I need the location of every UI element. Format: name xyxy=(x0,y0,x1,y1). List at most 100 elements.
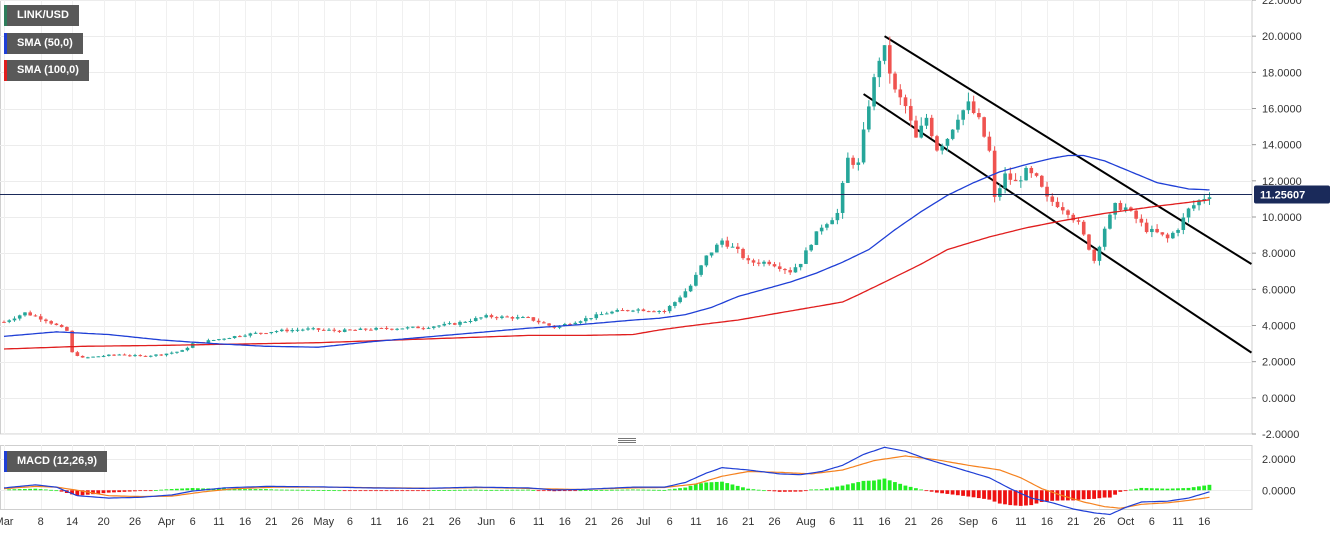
candle-body xyxy=(1060,207,1065,211)
candle-body xyxy=(688,285,693,292)
candle-body xyxy=(987,136,992,151)
macd-hist-bar xyxy=(106,490,111,493)
candlesticks xyxy=(2,36,1212,359)
price-tick-label: 4.0000 xyxy=(1262,321,1296,333)
macd-hist-bar xyxy=(442,490,447,491)
candle-body xyxy=(887,45,892,74)
candle-body xyxy=(133,355,137,357)
candle-body xyxy=(940,145,945,151)
candle-body xyxy=(505,316,509,318)
candle-body xyxy=(358,328,363,330)
candle-body xyxy=(793,267,798,273)
time-tick-label: 26 xyxy=(768,516,780,528)
price-axis[interactable]: 22.0000 20.0000 18.0000 16.0000 14.0000 12.00… xyxy=(1252,0,1302,441)
macd-hist-bar xyxy=(426,490,431,492)
macd-hist-bar xyxy=(143,490,148,492)
macd-hist-bar xyxy=(693,484,698,491)
pane-separator[interactable] xyxy=(618,438,636,443)
macd-hist-bar xyxy=(1055,490,1060,501)
macd-hist-bar xyxy=(138,490,143,492)
candle-body xyxy=(636,309,641,311)
macd-hist-bar xyxy=(201,488,205,491)
macd-hist-bar xyxy=(583,490,588,491)
candle-body xyxy=(1171,232,1175,239)
candle-body xyxy=(568,324,572,326)
candle-body xyxy=(138,355,143,357)
candle-body xyxy=(232,336,237,339)
candle-body xyxy=(872,77,876,107)
macd-hist-bar xyxy=(908,486,913,491)
candle-body xyxy=(217,339,221,341)
macd-hist-bar xyxy=(636,489,641,491)
macd-hist-bar xyxy=(400,490,405,492)
candle-body xyxy=(264,333,268,335)
macd-hist-bar xyxy=(300,489,305,491)
candle-body xyxy=(1097,246,1102,261)
candle-body xyxy=(1123,207,1128,210)
legend-sma-50[interactable]: SMA (50,0) xyxy=(4,33,83,54)
macd-hist-bar xyxy=(379,490,384,492)
macd-hist-bar xyxy=(169,489,174,491)
time-tick-label: Jul xyxy=(636,516,650,528)
macd-hist-bar xyxy=(337,490,342,492)
time-tick-label: 11 xyxy=(690,516,701,528)
macd-hist-bar xyxy=(326,490,331,491)
macd-hist-bar xyxy=(604,489,609,491)
candle-body xyxy=(122,354,127,356)
candle-body xyxy=(851,157,855,165)
candle-body xyxy=(1039,175,1044,187)
candle-body xyxy=(788,270,793,273)
candle-body xyxy=(867,106,871,130)
candle-body xyxy=(311,328,316,330)
price-tick-label: -2.0000 xyxy=(1262,429,1299,441)
macd-hist-bar xyxy=(1113,490,1117,495)
macd-hist-bar xyxy=(536,490,541,492)
candle-body xyxy=(762,261,766,264)
candle-body xyxy=(44,319,48,322)
macd-hist-bar xyxy=(342,490,347,492)
macd-line xyxy=(3,446,1210,516)
time-tick-label: 16 xyxy=(396,516,408,528)
macd-hist-bar xyxy=(332,490,337,492)
macd-hist-bar xyxy=(269,489,274,491)
macd-hist-bar xyxy=(1076,490,1081,500)
candle-body xyxy=(1144,222,1149,233)
macd-hist-bar xyxy=(1118,490,1123,492)
candle-body xyxy=(7,320,12,322)
legend-sma-100[interactable]: SMA (100,0) xyxy=(4,60,89,81)
macd-hist-bar xyxy=(117,490,122,493)
macd-hist-bar xyxy=(610,489,614,491)
macd-hist-bar xyxy=(1092,490,1097,499)
macd-hist-bar xyxy=(101,490,106,494)
macd-hist-bar xyxy=(1170,488,1175,491)
macd-hist-bar xyxy=(845,484,850,491)
legend-macd[interactable]: MACD (12,26,9) xyxy=(4,451,108,472)
candle-body xyxy=(1118,202,1123,210)
candle-body xyxy=(348,329,352,331)
legend-symbol[interactable]: LINK/USD xyxy=(4,5,79,26)
candle-body xyxy=(306,328,310,330)
candle-body xyxy=(1081,221,1086,235)
candle-body xyxy=(1092,249,1097,261)
descending-channel xyxy=(863,35,1253,354)
macd-hist-bar xyxy=(599,489,604,491)
candle-body xyxy=(363,328,368,330)
candle-body xyxy=(929,117,934,137)
sma-50-swatch xyxy=(4,33,7,54)
time-axis[interactable]: Mar 8 14 20 26 Apr 6 11 16 21 26 May 6 11 16 21 26 Jun 6 11… xyxy=(0,516,1210,528)
candle-body xyxy=(882,45,887,61)
macd-hist-bar xyxy=(274,489,279,491)
macd-hist-bar xyxy=(746,488,751,491)
time-tick-label: 21 xyxy=(742,516,754,528)
candle-body xyxy=(452,323,457,325)
candle-body xyxy=(641,309,646,312)
macd-hist-bar xyxy=(70,490,74,495)
macd-hist-bar xyxy=(1034,490,1039,504)
candle-body xyxy=(411,326,415,328)
candle-body xyxy=(1150,228,1154,233)
candle-body xyxy=(1207,197,1212,200)
macd-hist-bar xyxy=(389,490,394,492)
candle-body xyxy=(835,212,840,221)
macd-hist-bar xyxy=(494,489,499,491)
